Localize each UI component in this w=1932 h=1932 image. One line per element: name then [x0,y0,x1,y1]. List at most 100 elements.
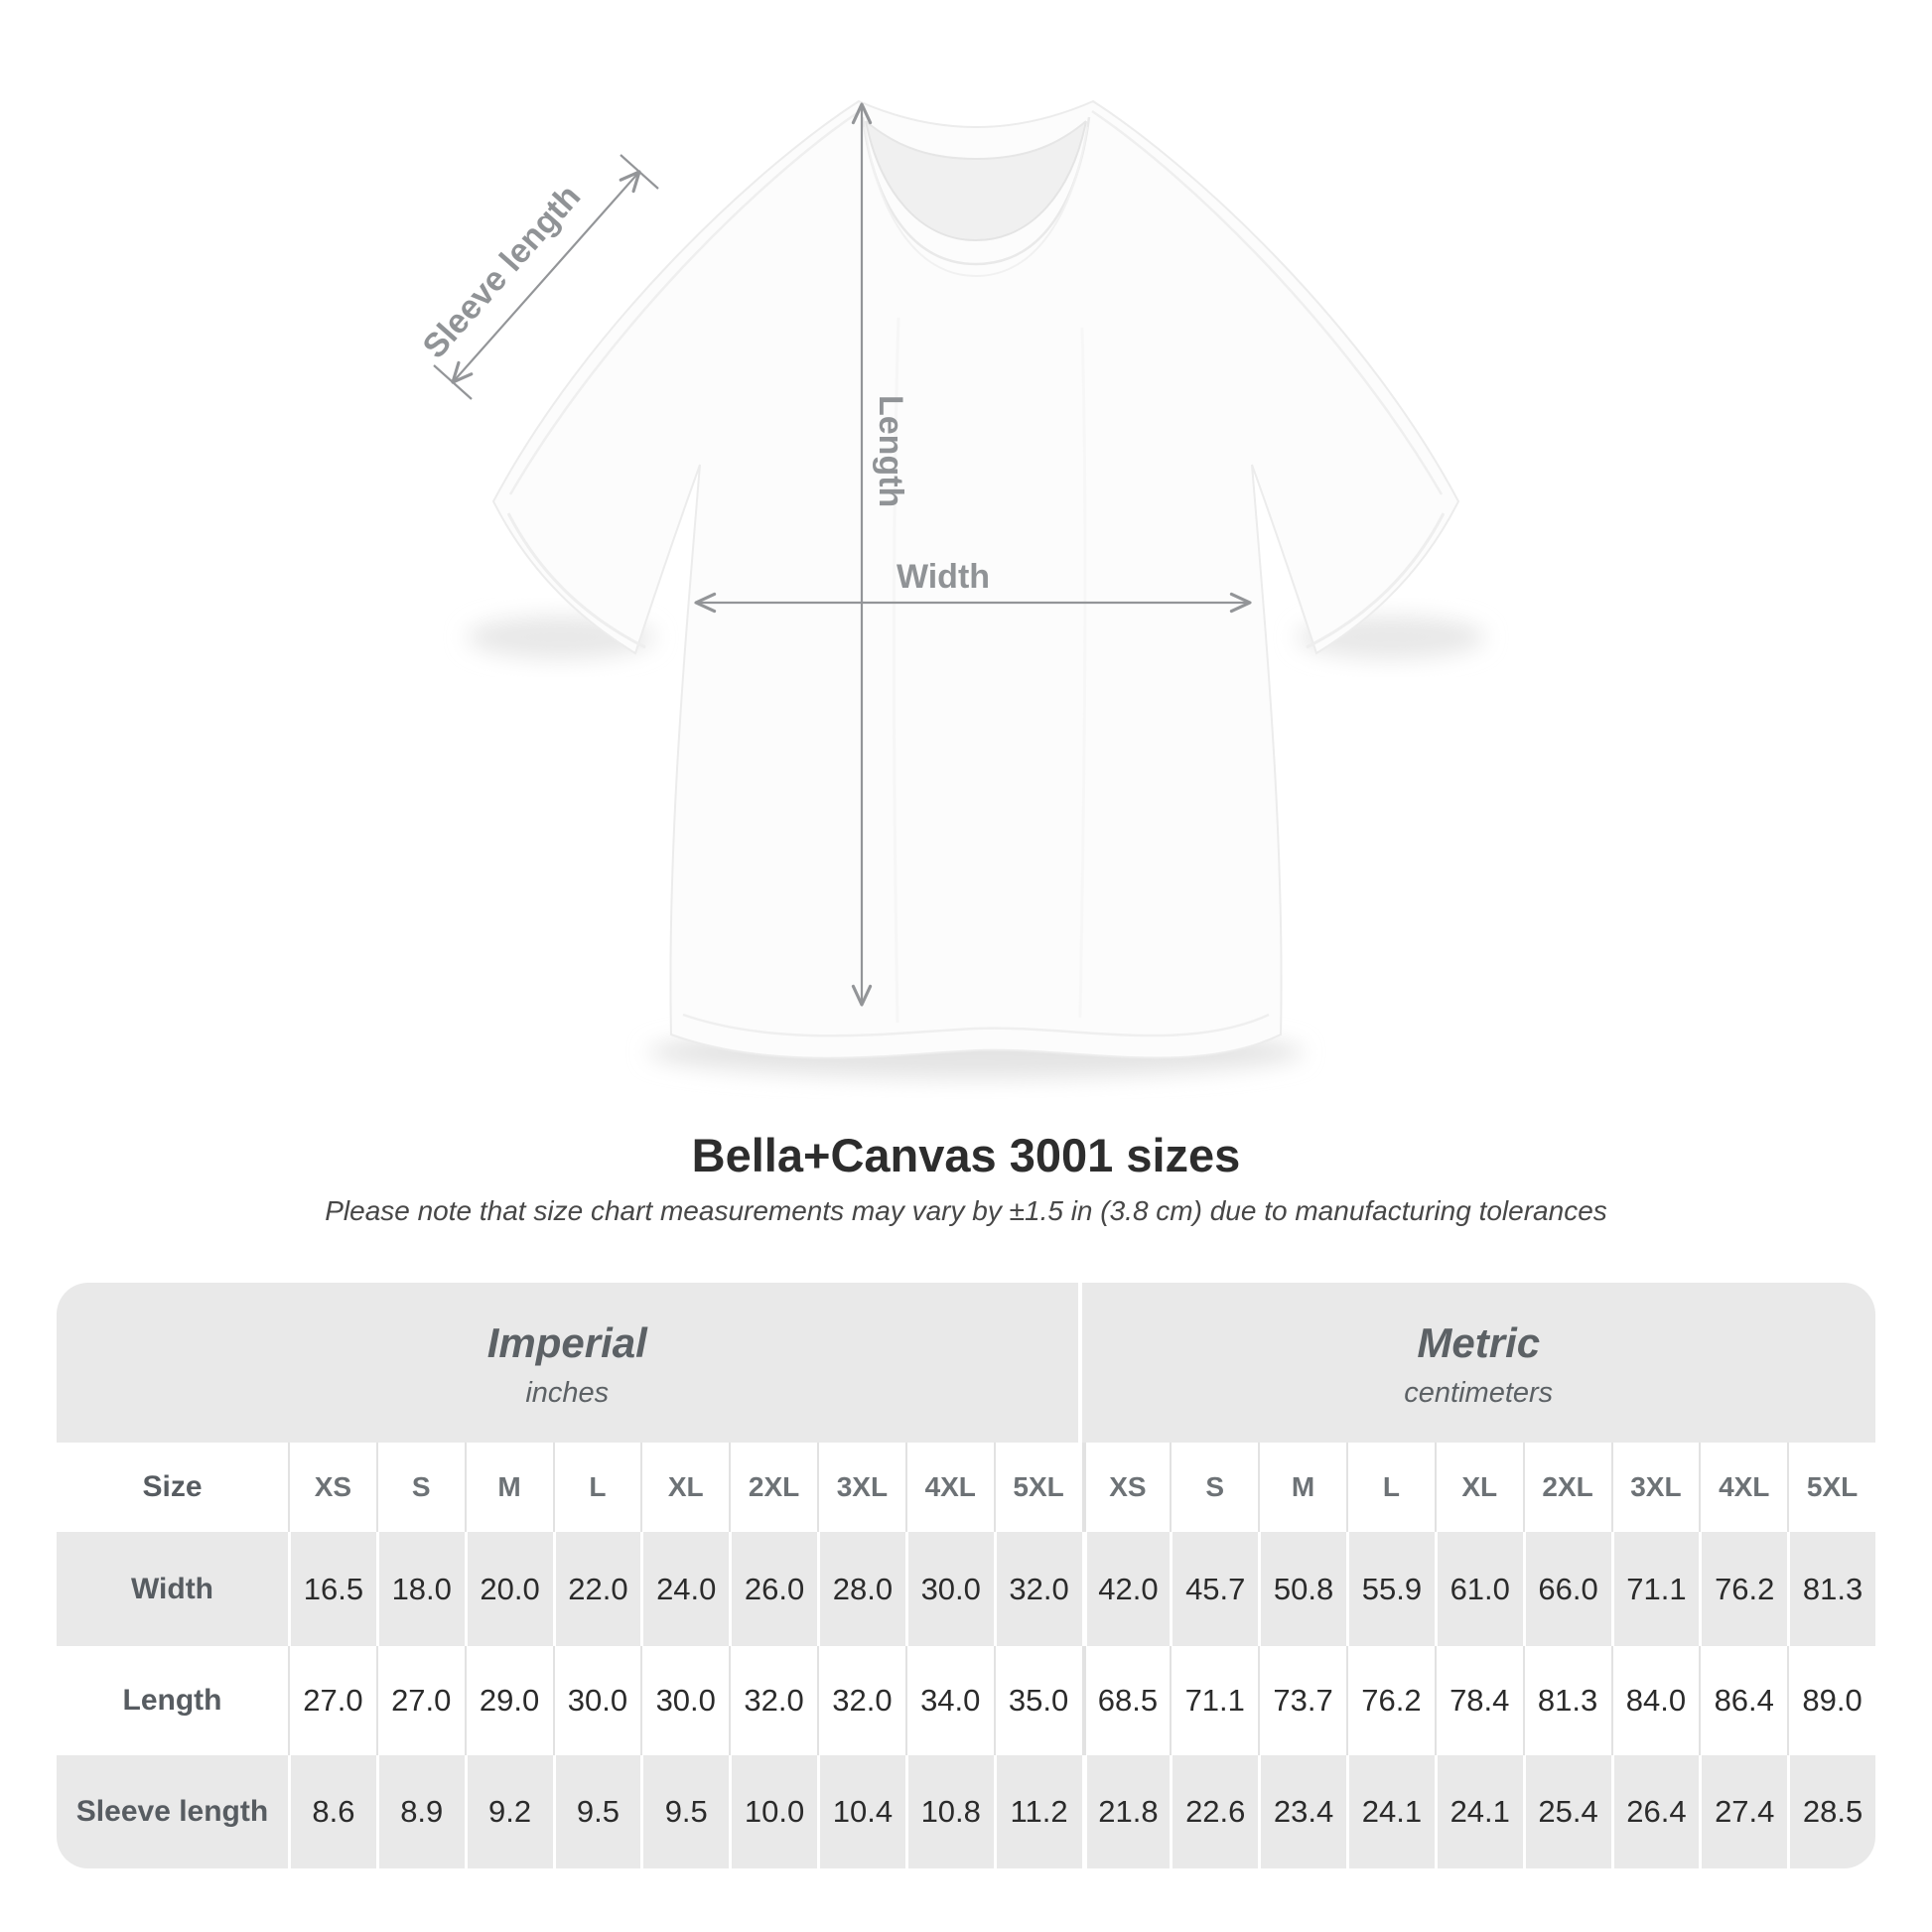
value-cell: 8.6 [288,1755,376,1868]
tshirt-illustration [467,99,1485,1078]
shoulder-seam-left [508,109,861,495]
row-label: Sleeve length [57,1755,288,1868]
cuff-stitch-right [1306,512,1446,649]
value-cell: 35.0 [993,1646,1082,1755]
size-header-cell: XL [640,1443,730,1532]
value-cell: 73.7 [1258,1646,1346,1755]
value-cell: 81.3 [1522,1646,1611,1755]
value-cell: 9.5 [640,1755,730,1868]
value-cell: 28.0 [817,1532,905,1646]
size-header-cell: M [464,1443,553,1532]
value-cell: 8.9 [375,1755,465,1868]
value-cell: 68.5 [1081,1646,1171,1755]
tolerance-note: Please note that size chart measurements… [325,1195,1607,1226]
value-cell: 9.5 [552,1755,641,1868]
value-cell: 66.0 [1522,1532,1611,1646]
size-header-cell: L [552,1443,641,1532]
value-cell: 18.0 [375,1532,465,1646]
value-cell: 27.4 [1699,1755,1788,1868]
value-cell: 32.0 [993,1532,1082,1646]
sleeve-length-label: Sleeve length [416,178,589,365]
value-cell: 24.1 [1346,1755,1435,1868]
fabric-crease-right [1078,327,1087,1019]
size-header-cell: 4XL [1699,1443,1788,1532]
value-cell: 29.0 [464,1646,553,1755]
unit-group-header-metric: Metric centimeters [1081,1283,1875,1443]
value-cell: 23.4 [1258,1755,1346,1868]
length-label: Length [872,395,909,507]
value-cell: 28.5 [1787,1755,1875,1868]
value-cell: 11.2 [993,1755,1082,1868]
size-header-cell: XS [288,1443,376,1532]
value-cell: 55.9 [1346,1532,1435,1646]
size-header-cell: 5XL [993,1443,1082,1532]
size-header-cell: 2XL [729,1443,817,1532]
value-cell: 30.0 [904,1532,994,1646]
unit-group-name: Metric [1417,1319,1541,1366]
size-header-cell: M [1258,1443,1346,1532]
value-cell: 25.4 [1522,1755,1611,1868]
collar-inner-edge [865,120,1087,242]
size-header-cell: 3XL [1610,1443,1700,1532]
value-cell: 20.0 [464,1532,553,1646]
tshirt-body [491,99,1460,1059]
value-cell: 10.4 [817,1755,905,1868]
value-cell: 76.2 [1346,1646,1435,1755]
value-cell: 30.0 [640,1646,730,1755]
dimension-annotations [433,102,1252,1007]
value-cell: 26.4 [1610,1755,1700,1868]
value-cell: 24.0 [640,1532,730,1646]
size-header-cell: XS [1081,1443,1171,1532]
size-header-cell: 4XL [904,1443,994,1532]
sleeve-dimension-tick-bottom [433,364,473,400]
cuff-stitch-left [506,512,646,649]
unit-group-unit: centimeters [1404,1377,1554,1409]
shoulder-seam-right [1091,109,1444,495]
value-cell: 9.2 [464,1755,553,1868]
value-cell: 84.0 [1610,1646,1700,1755]
value-cell: 45.7 [1170,1532,1259,1646]
value-cell: 50.8 [1258,1532,1346,1646]
row-label: Width [57,1532,288,1646]
unit-group-header-imperial: Imperial inches [57,1283,1082,1443]
value-cell: 89.0 [1787,1646,1875,1755]
size-header-cell: 3XL [817,1443,905,1532]
sleeve-dimension-tick-top [620,154,659,190]
size-header-cell: XL [1434,1443,1523,1532]
value-cell: 16.5 [288,1532,376,1646]
value-cell: 27.0 [288,1646,376,1755]
value-cell: 22.6 [1170,1755,1259,1868]
collar-opening [866,121,1086,240]
value-cell: 24.1 [1434,1755,1523,1868]
hem-stitch [682,1013,1270,1037]
value-cell: 26.0 [729,1532,817,1646]
unit-group-name: Imperial [486,1319,647,1366]
value-cell: 21.8 [1081,1755,1171,1868]
row-label: Length [57,1646,288,1755]
size-header-cell: L [1346,1443,1435,1532]
value-cell: 30.0 [552,1646,641,1755]
value-cell: 32.0 [817,1646,905,1755]
size-table: Imperial inches Metric centimeters Size XS S M L… [57,1283,1875,1868]
size-column-label: Size [57,1443,288,1532]
collar-stitch-line [864,126,1088,278]
value-cell: 61.0 [1434,1532,1523,1646]
size-header-cell: 5XL [1787,1443,1875,1532]
collar-back-edge [865,120,1087,161]
size-header-cell: S [375,1443,465,1532]
value-cell: 34.0 [904,1646,994,1755]
value-cell: 86.4 [1699,1646,1788,1755]
value-cell: 10.0 [729,1755,817,1868]
value-cell: 22.0 [552,1532,641,1646]
unit-group-unit: inches [525,1377,610,1409]
size-header-cell: 2XL [1522,1443,1611,1532]
value-cell: 27.0 [375,1646,465,1755]
tshirt-measurement-diagram: Length Width Sleeve length [416,99,1485,1078]
value-cell: 32.0 [729,1646,817,1755]
value-cell: 81.3 [1787,1532,1875,1646]
value-cell: 10.8 [904,1755,994,1868]
value-cell: 78.4 [1434,1646,1523,1755]
value-cell: 76.2 [1699,1532,1788,1646]
value-cell: 71.1 [1610,1532,1700,1646]
